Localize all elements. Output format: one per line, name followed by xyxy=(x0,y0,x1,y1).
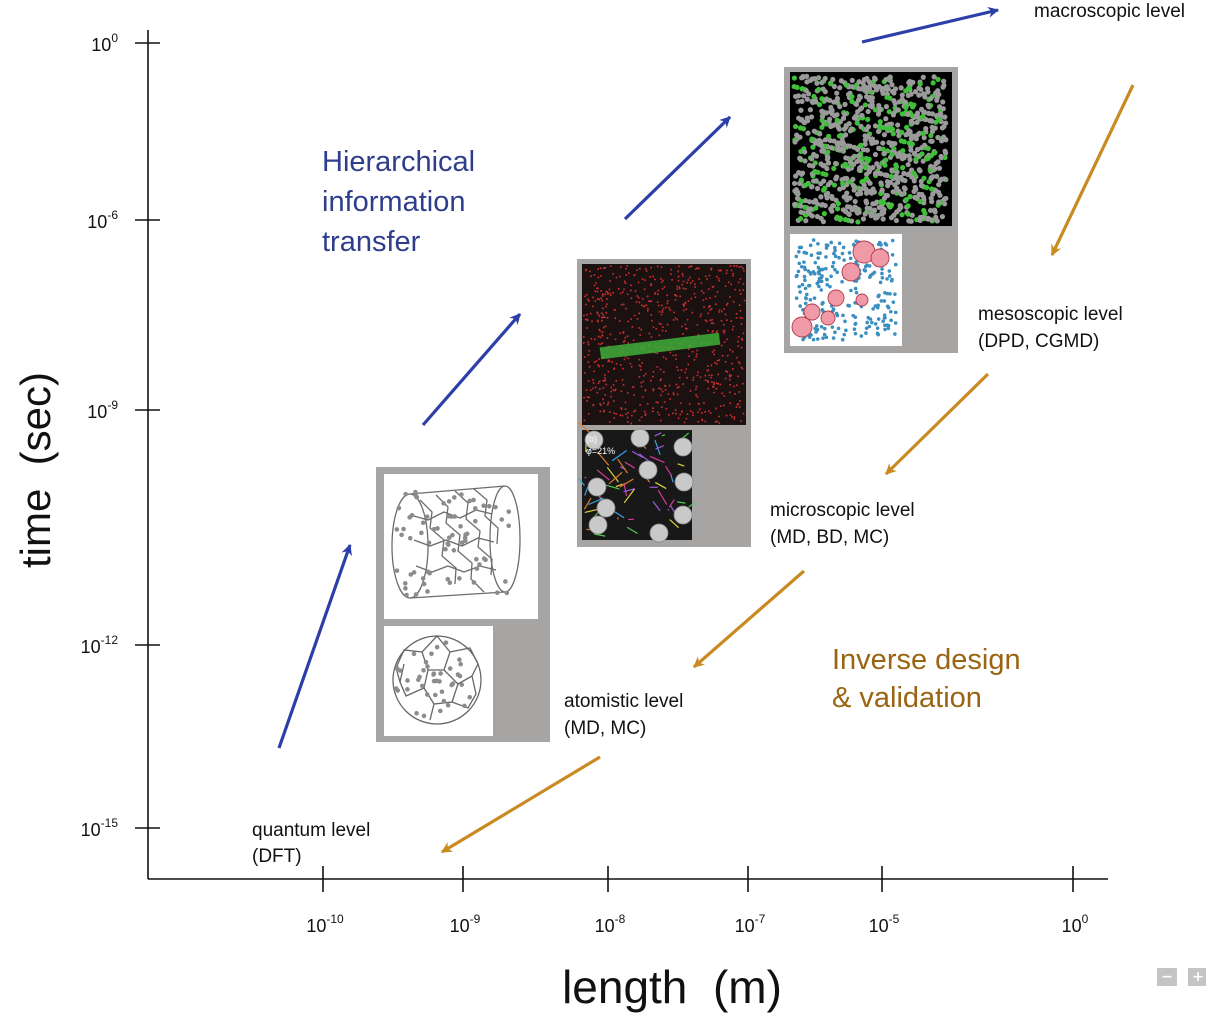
hierarchical-annotation: Hierarchical information transfer xyxy=(322,146,483,258)
orange-arrow-4 xyxy=(441,755,601,854)
y-axis-label: time (sec) xyxy=(12,372,59,568)
x-tick-label: 10-10 xyxy=(306,912,344,936)
mesoscopic-panel xyxy=(784,67,958,353)
mesoscopic-label-line-2: (DPD, CGMD) xyxy=(978,331,1099,352)
microscopic-label-line-1: microscopic level xyxy=(770,500,915,521)
micro-inset-phi: φ=21% xyxy=(586,446,615,456)
y-ticks: 100 10-6 10-9 10-12 10-15 xyxy=(81,31,160,840)
quantum-label-line-1: quantum level xyxy=(252,820,370,841)
inverse-line-2: & validation xyxy=(832,682,982,714)
micro-inset-label: (b) xyxy=(586,434,597,444)
dpd-particles xyxy=(794,238,898,342)
x-tick-label: 100 xyxy=(1062,912,1089,936)
x-tick-label: 10-9 xyxy=(450,912,481,936)
coarse-grained-beads xyxy=(791,73,949,225)
mesoscopic-label-line-1: mesoscopic level xyxy=(978,304,1123,325)
x-tick-label: 10-7 xyxy=(735,912,766,936)
microscopic-label-line-2: (MD, BD, MC) xyxy=(770,527,889,548)
fullerene-atoms xyxy=(393,640,473,719)
blue-arrow-1 xyxy=(277,543,352,749)
microscopic-label: microscopic level (MD, BD, MC) xyxy=(770,500,920,548)
y-tick-label: 100 xyxy=(91,31,118,55)
macroscopic-label: macroscopic level xyxy=(1034,1,1185,22)
x-tick-label: 10-8 xyxy=(595,912,626,936)
zoom-in-button[interactable]: + xyxy=(1188,968,1206,986)
microscopic-panel: (b) φ=21% xyxy=(577,259,751,547)
x-axis-label: length (m) xyxy=(562,961,782,1013)
orange-arrow-3 xyxy=(692,569,806,669)
orange-arrow-1 xyxy=(1050,84,1135,256)
mesoscopic-label: mesoscopic level (DPD, CGMD) xyxy=(978,304,1128,352)
atomistic-label-line-1: atomistic level xyxy=(564,691,683,712)
pink-droplets xyxy=(791,240,890,338)
atomistic-label-line-2: (MD, MC) xyxy=(564,718,646,739)
x-ticks: 10-10 10-9 10-8 10-7 10-5 100 xyxy=(306,866,1089,936)
nanotube-atoms xyxy=(394,489,512,598)
blue-arrow-3 xyxy=(623,115,732,221)
axes xyxy=(147,30,1108,880)
atomistic-label: atomistic level (MD, MC) xyxy=(564,691,689,739)
x-tick-label: 10-5 xyxy=(869,912,900,936)
quantum-label: quantum level (DFT) xyxy=(252,820,376,867)
quantum-label-line-2: (DFT) xyxy=(252,846,302,867)
inverse-annotation: Inverse design & validation xyxy=(832,644,1029,714)
inverse-arrows xyxy=(441,84,1135,854)
hierarchical-line-1: Hierarchical xyxy=(322,146,475,178)
y-tick-label: 10-15 xyxy=(81,816,119,840)
hierarchical-arrows xyxy=(277,6,1000,749)
hierarchical-line-3: transfer xyxy=(322,226,421,258)
y-tick-label: 10-6 xyxy=(87,208,118,232)
zoom-out-button[interactable]: − xyxy=(1157,968,1177,986)
y-tick-label: 10-12 xyxy=(81,633,119,657)
colloid-spheres xyxy=(584,428,694,543)
orange-arrow-2 xyxy=(884,372,990,476)
atomistic-panel xyxy=(376,467,550,742)
inverse-line-1: Inverse design xyxy=(832,644,1021,676)
green-nanotube-rod xyxy=(599,332,721,360)
blue-arrow-2 xyxy=(421,312,522,427)
hierarchical-line-2: information xyxy=(322,186,465,218)
blue-arrow-4 xyxy=(861,6,1000,44)
y-tick-label: 10-9 xyxy=(87,398,118,422)
